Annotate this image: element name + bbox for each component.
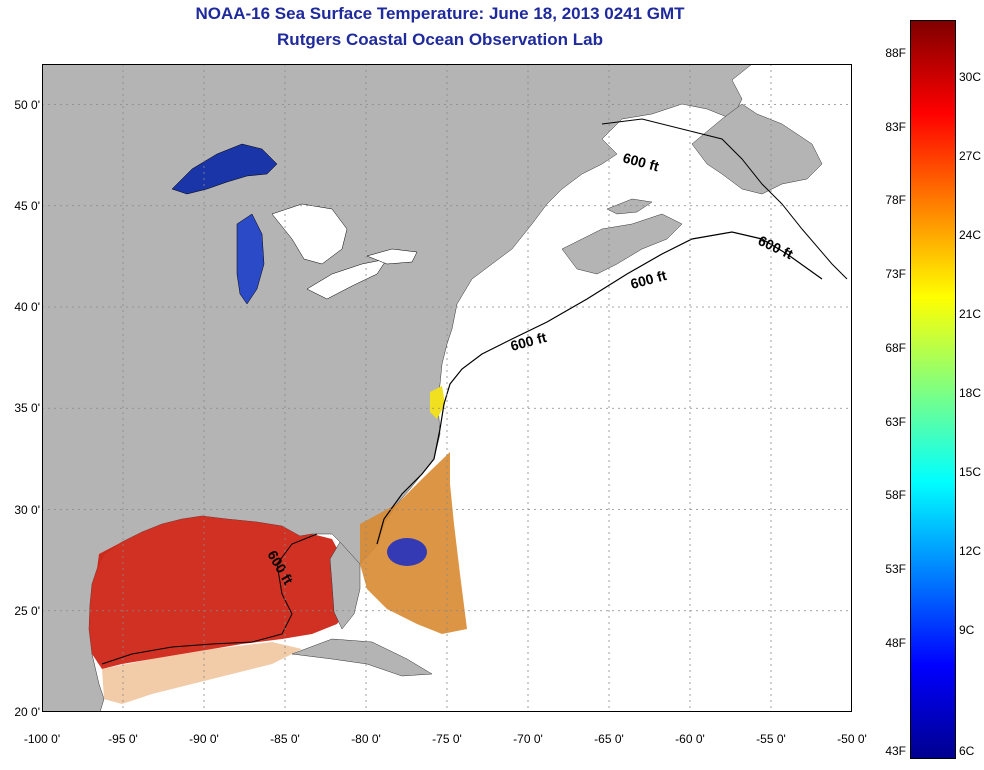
- colorbar-celsius-label: 30C: [959, 70, 982, 84]
- map-subtitle: Rutgers Coastal Ocean Observation Lab: [277, 30, 603, 49]
- temperature-colorbar: [910, 20, 956, 759]
- colorbar-fahrenheit-label: 58F: [885, 488, 906, 503]
- longitude-tick-label: -60 0': [675, 732, 705, 746]
- sst-chesapeake-patch: [430, 386, 445, 419]
- land-newfoundland: [691, 103, 823, 195]
- longitude-tick-label: -65 0': [594, 732, 624, 746]
- latitude-tick-label: 35 0': [14, 401, 40, 416]
- longitude-tick-label: -75 0': [432, 732, 462, 746]
- latitude-tick-label: 20 0': [14, 705, 40, 719]
- longitude-tick-label: -95 0': [108, 732, 138, 746]
- longitude-tick-label: -100 0': [23, 732, 61, 746]
- sst-gulf-south: [102, 642, 302, 704]
- land-cuba: [291, 638, 433, 677]
- lake-superior: [171, 143, 278, 195]
- longitude-tick-label: -55 0': [756, 732, 786, 746]
- map-gridlines: [42, 64, 852, 712]
- latitude-tick-label: 40 0': [14, 300, 40, 314]
- sst-map: 600 ft 600 ft 600 ft 600 ft 600 ft: [42, 64, 852, 712]
- colorbar-fahrenheit-label: 83F: [885, 119, 906, 134]
- sst-cold-eddy: [387, 538, 427, 566]
- map-frame: [42, 64, 852, 712]
- latitude-tick-label: 30 0': [14, 502, 40, 517]
- latitude-tick-label: 25 0': [14, 603, 40, 618]
- latitude-tick-label: 50 0': [14, 97, 40, 112]
- colorbar-fahrenheit-label: 53F: [885, 562, 906, 576]
- latitude-tick-label: 45 0': [14, 198, 40, 213]
- colorbar-celsius-label: 9C: [959, 623, 975, 637]
- contour-600ft-north: [601, 118, 848, 280]
- land-pei: [606, 198, 653, 215]
- colorbar-celsius-label: 27C: [959, 149, 982, 163]
- colorbar-celsius-label: 21C: [959, 307, 982, 321]
- longitude-tick-label: -70 0': [513, 732, 543, 746]
- colorbar-celsius-label: 12C: [959, 544, 982, 558]
- longitude-tick-label: -85 0': [270, 732, 300, 746]
- land-nova-scotia: [561, 213, 683, 275]
- colorbar-celsius-label: 6C: [959, 744, 975, 758]
- colorbar-fahrenheit-label: 48F: [885, 635, 906, 650]
- colorbar-fahrenheit-label: 43F: [885, 744, 906, 758]
- colorbar-fahrenheit-label: 68F: [885, 340, 906, 355]
- colorbar-fahrenheit-label: 88F: [885, 45, 906, 60]
- contour-600ft-gulf: [101, 533, 318, 665]
- map-title: NOAA-16 Sea Surface Temperature: June 18…: [195, 4, 685, 23]
- colorbar-fahrenheit-label: 78F: [885, 193, 906, 208]
- colorbar-celsius-label: 24C: [959, 228, 982, 242]
- sst-gulf-of-mexico: [89, 516, 347, 669]
- lake-erie: [306, 258, 388, 300]
- longitude-tick-label: -50 0': [837, 732, 867, 746]
- lake-michigan: [236, 213, 265, 305]
- colorbar-fahrenheit-label: 63F: [885, 414, 906, 429]
- colorbar-celsius-label: 15C: [959, 465, 982, 479]
- colorbar-fahrenheit-label: 73F: [885, 267, 906, 282]
- colorbar-celsius-label: 18C: [959, 386, 982, 400]
- land-florida: [329, 541, 361, 630]
- longitude-tick-label: -80 0': [351, 732, 381, 746]
- lake-ontario: [366, 248, 418, 265]
- contour-600ft: [376, 231, 823, 545]
- longitude-tick-label: -90 0': [189, 732, 219, 746]
